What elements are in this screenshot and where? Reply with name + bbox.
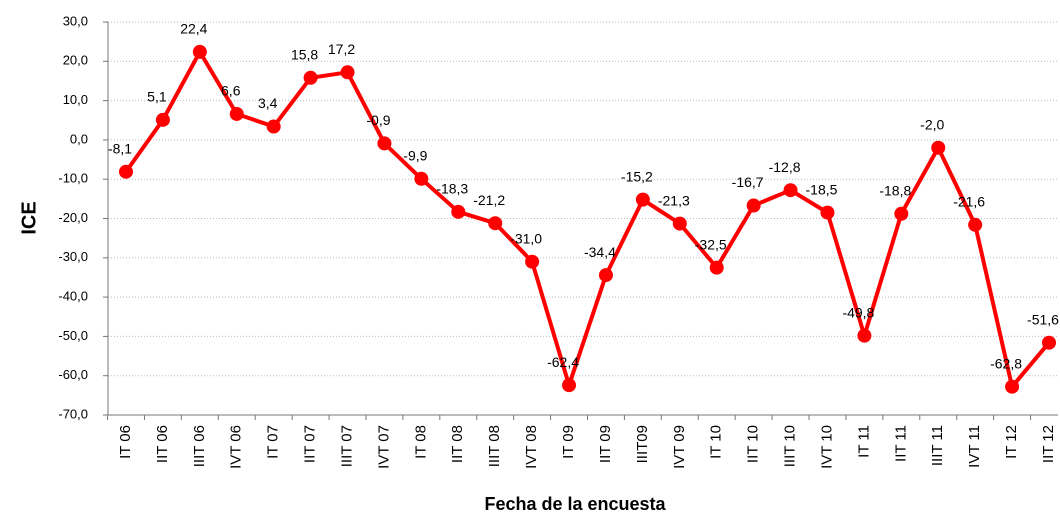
x-axis-title: Fecha de la encuesta bbox=[484, 494, 666, 514]
data-label: 17,2 bbox=[328, 41, 355, 57]
x-tick-label: IIIT 11 bbox=[929, 425, 946, 466]
data-label: -21,2 bbox=[473, 192, 505, 208]
x-tick-label: IT 11 bbox=[855, 425, 872, 458]
x-tick-label: IIT 07 bbox=[302, 425, 319, 463]
point bbox=[1005, 379, 1020, 394]
point bbox=[562, 378, 577, 393]
y-tick-label: -50,0 bbox=[58, 328, 88, 343]
point bbox=[229, 106, 244, 121]
data-label: 15,8 bbox=[291, 47, 318, 63]
y-tick-label: 30,0 bbox=[63, 13, 88, 28]
point bbox=[303, 70, 318, 85]
data-label: -12,8 bbox=[769, 159, 801, 175]
data-label: -0,9 bbox=[366, 112, 390, 128]
y-tick-label: 0,0 bbox=[70, 131, 88, 146]
point bbox=[783, 183, 798, 198]
x-tick-label: IVT 09 bbox=[671, 425, 688, 469]
data-label: -34,4 bbox=[584, 244, 616, 260]
y-tick-label: -10,0 bbox=[58, 171, 88, 186]
data-label: 3,4 bbox=[258, 95, 278, 111]
point bbox=[672, 216, 687, 231]
point bbox=[377, 136, 392, 151]
data-label: -51,6 bbox=[1027, 311, 1059, 327]
x-tick-label: IT 06 bbox=[117, 425, 134, 459]
data-label: -2,0 bbox=[920, 116, 944, 132]
x-tick-label: IIIT 07 bbox=[338, 425, 355, 467]
x-tick-label: IT 12 bbox=[1003, 425, 1020, 459]
y-axis-title: ICE bbox=[18, 201, 40, 234]
point bbox=[746, 198, 761, 213]
x-tick-label: IT 07 bbox=[265, 425, 282, 459]
point bbox=[266, 119, 281, 134]
data-label: -8,1 bbox=[108, 140, 132, 156]
point bbox=[894, 206, 909, 221]
point bbox=[155, 112, 170, 127]
point bbox=[488, 216, 503, 231]
data-label: 6,6 bbox=[221, 83, 241, 99]
x-tick-label: IIIT 06 bbox=[191, 425, 208, 467]
x-tick-label: IT 09 bbox=[560, 425, 577, 459]
x-tick-label: IIIT 10 bbox=[782, 425, 799, 467]
x-tick-label: IIT 08 bbox=[449, 425, 466, 463]
data-label: -21,3 bbox=[658, 192, 690, 208]
point bbox=[1042, 335, 1056, 350]
point bbox=[119, 164, 133, 179]
point bbox=[451, 204, 466, 219]
point bbox=[340, 65, 355, 80]
point bbox=[820, 205, 835, 220]
x-tick-label: IVT 08 bbox=[523, 425, 540, 469]
data-label: -49,8 bbox=[842, 304, 874, 320]
x-tick-label: IVT 11 bbox=[966, 425, 983, 468]
y-tick-label: -60,0 bbox=[58, 367, 88, 382]
data-label: -32,5 bbox=[695, 236, 727, 252]
y-tick-label: -40,0 bbox=[58, 289, 88, 304]
point bbox=[635, 192, 650, 207]
data-label: -9,9 bbox=[403, 148, 427, 164]
point bbox=[598, 268, 613, 283]
x-tick-label: IIIT 08 bbox=[486, 425, 503, 467]
data-label: -62,8 bbox=[990, 355, 1022, 371]
x-tick-label: IVT 07 bbox=[375, 425, 392, 469]
point bbox=[709, 260, 724, 275]
x-tick-label: IT 10 bbox=[708, 425, 725, 459]
y-tick-label: 10,0 bbox=[63, 92, 88, 107]
x-tick-label: IVT 10 bbox=[818, 425, 835, 469]
data-label: -21,6 bbox=[953, 193, 985, 209]
data-label: -31,0 bbox=[510, 230, 542, 246]
x-tick-label: IIT 06 bbox=[154, 425, 171, 463]
x-tick-label: IIT 09 bbox=[597, 425, 614, 463]
point bbox=[857, 328, 872, 343]
point bbox=[192, 44, 207, 59]
y-tick-label: -30,0 bbox=[58, 249, 88, 264]
x-tick-label: IIT 11 bbox=[892, 425, 909, 462]
point bbox=[968, 217, 983, 232]
data-label: -18,8 bbox=[879, 182, 911, 198]
data-label: 22,4 bbox=[180, 21, 207, 37]
data-label: -62,4 bbox=[547, 354, 579, 370]
data-label: -16,7 bbox=[732, 174, 764, 190]
x-tick-label: IIT 10 bbox=[745, 425, 762, 463]
data-label: -15,2 bbox=[621, 168, 653, 184]
series-line bbox=[124, 49, 1051, 389]
data-label: 5,1 bbox=[147, 89, 167, 105]
data-label: -18,3 bbox=[436, 181, 468, 197]
y-tick-label: -20,0 bbox=[58, 210, 88, 225]
x-tick-label: IVT 06 bbox=[228, 425, 245, 469]
point bbox=[931, 140, 946, 155]
x-tick-label: IT 08 bbox=[412, 425, 429, 459]
data-label: -18,5 bbox=[806, 181, 838, 197]
x-tick-label: IIIT09 bbox=[634, 425, 651, 463]
x-tick-label: IIT 12 bbox=[1040, 425, 1057, 463]
point bbox=[414, 171, 429, 186]
y-tick-label: -70,0 bbox=[58, 406, 88, 421]
point bbox=[525, 254, 540, 269]
y-tick-label: 20,0 bbox=[63, 53, 88, 68]
